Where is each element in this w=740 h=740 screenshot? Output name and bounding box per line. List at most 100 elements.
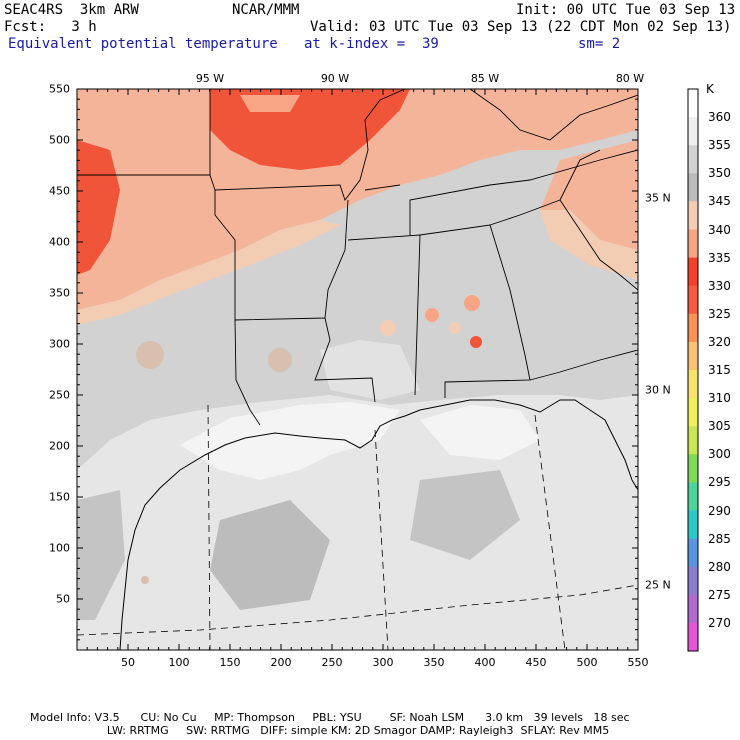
field-345-band <box>77 220 340 325</box>
latlon-grid <box>77 404 638 650</box>
colorbar-swatch <box>688 370 698 399</box>
colorbar-label: 345 <box>708 194 731 209</box>
y-tick-label: 250 <box>49 388 70 402</box>
colorbar-swatch <box>688 594 698 624</box>
colorbar-swatch <box>688 341 698 371</box>
colorbar-label: 325 <box>708 306 731 321</box>
x-tick-label: 500 <box>576 656 598 669</box>
x-tick-label: 300 <box>372 656 394 669</box>
colorbar-swatch <box>688 201 698 230</box>
colorbar-swatch <box>688 173 698 202</box>
colorbar-swatch <box>688 145 698 174</box>
colorbar-label: 310 <box>708 391 731 406</box>
x-tick-label: 400 <box>474 656 496 669</box>
y-tick-label: 500 <box>49 133 70 147</box>
field-345-patch <box>210 500 330 610</box>
warm-patch <box>141 576 149 584</box>
field-340-east <box>540 140 638 250</box>
field-345-east <box>540 210 638 280</box>
colorbar-label: 315 <box>708 363 731 377</box>
colorbar-swatch <box>688 285 698 315</box>
colorbar-label: 280 <box>708 559 731 574</box>
level-label: at k-index = 39 <box>304 36 439 52</box>
field-name: Equivalent potential temperature <box>8 36 278 52</box>
storm-cell <box>425 308 439 322</box>
colorbar-swatch <box>688 510 698 540</box>
longitude-label: 80 W <box>615 72 645 85</box>
colorbar-label: 285 <box>708 531 731 546</box>
colorbar-swatch <box>688 566 698 596</box>
colorbar-swatch <box>688 426 698 455</box>
valid-time: Valid: 03 UTC Tue 03 Sep 13 (22 CDT Mon … <box>310 19 732 35</box>
x-tick-label: 550 <box>627 656 649 669</box>
latitude-label: 25 N <box>645 578 671 592</box>
colorbar-label: 270 <box>708 615 731 630</box>
storm-cell <box>380 320 396 336</box>
y-tick-label: 150 <box>49 490 70 504</box>
colorbar-swatch <box>688 257 698 287</box>
colorbar-label: 360 <box>708 110 731 125</box>
colorbar-label: 335 <box>708 250 731 265</box>
field-360-coast <box>180 402 400 480</box>
y-tick-label: 100 <box>49 541 70 555</box>
state-boundaries <box>77 89 638 426</box>
colorbar-label: 295 <box>708 475 731 490</box>
longitude-label: 90 W <box>320 72 350 85</box>
y-tick-label: 400 <box>49 235 70 249</box>
y-tick-label: 550 <box>49 82 70 96</box>
y-tick-label: 300 <box>49 337 70 351</box>
longitude-label: 95 W <box>195 72 225 85</box>
y-tick-label: 200 <box>49 439 70 453</box>
model-info-line2: LW: RRTMG SW: RRTMG DIFF: simple KM: 2D … <box>30 724 610 737</box>
field-360-coast-east <box>420 405 540 460</box>
colorbar-label: 355 <box>708 138 731 153</box>
colorbar-swatch <box>688 454 698 483</box>
warm-patch <box>268 348 292 372</box>
y-tick-label: 450 <box>49 184 70 198</box>
colorbar-swatch <box>688 229 698 259</box>
x-tick-label: 450 <box>525 656 547 669</box>
x-tick-label: 100 <box>168 656 190 669</box>
x-tick-label: 250 <box>321 656 343 669</box>
x-tick-label: 350 <box>423 656 445 669</box>
colorbar-swatch <box>688 89 698 118</box>
field-330-west <box>77 140 120 275</box>
colorbar-swatch <box>688 622 698 652</box>
model-info-line1: Model Info: V3.5 CU: No Cu MP: Thompson … <box>30 711 630 724</box>
smoothing-label: sm= 2 <box>578 36 621 52</box>
field-345-patch2 <box>410 470 520 560</box>
field-340-north <box>77 89 638 310</box>
storm-cell <box>470 336 482 348</box>
longitude-label: 85 W <box>470 72 500 85</box>
coastline <box>119 399 638 650</box>
y-tick-label: 350 <box>49 286 70 300</box>
storm-cell <box>449 322 461 334</box>
colorbar-label: 320 <box>708 334 731 349</box>
colorbar-swatch <box>688 117 698 146</box>
y-tick-label: 50 <box>56 592 70 606</box>
storm-cell <box>464 295 480 311</box>
field-355-land <box>320 340 420 400</box>
colorbar-label: 290 <box>708 503 731 518</box>
field-335-north <box>240 95 300 112</box>
warm-patch <box>136 341 164 369</box>
colorbar-swatch <box>688 482 698 511</box>
init-time: Init: 00 UTC Tue 03 Sep 13 <box>516 2 736 18</box>
model-title: SEAC4RS 3km ARW <box>4 2 139 18</box>
colorbar-label: 300 <box>708 447 731 462</box>
forecast-hour: Fcst: 3 h <box>4 19 97 35</box>
colorbar-unit: K <box>706 82 714 96</box>
x-tick-label: 150 <box>219 656 241 669</box>
colorbar-label: 330 <box>708 278 731 293</box>
colorbar-label: 350 <box>708 166 731 181</box>
map-frame <box>76 88 639 651</box>
colorbar-label: 275 <box>708 587 731 602</box>
x-tick-label: 200 <box>270 656 292 669</box>
colorbar-label: 305 <box>708 419 731 434</box>
x-tick-label: 50 <box>121 656 135 669</box>
org-label: NCAR/MMM <box>232 2 300 18</box>
latitude-label: 30 N <box>645 383 671 397</box>
field-345-patch3 <box>77 490 125 620</box>
latitude-label: 35 N <box>645 191 671 205</box>
